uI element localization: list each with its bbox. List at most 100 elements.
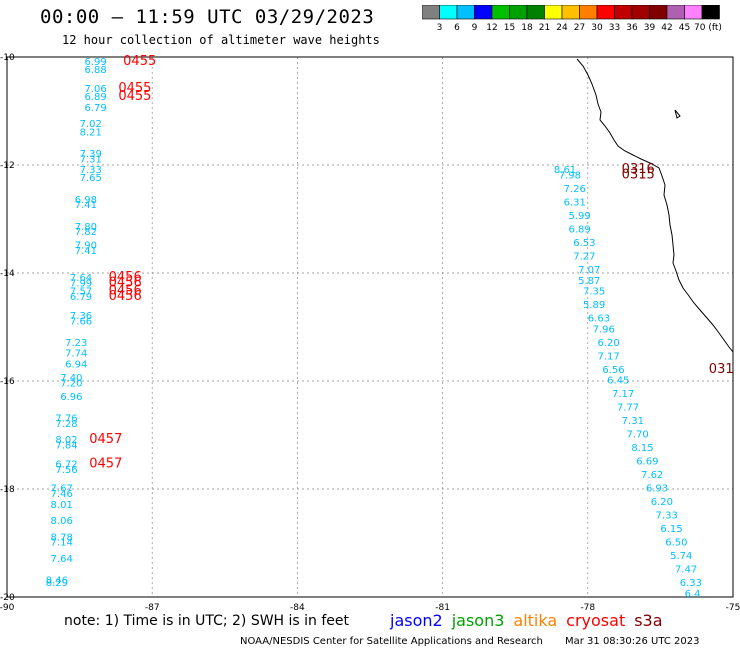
wave-height-label: 7.26: [564, 184, 586, 195]
pass-time-label: 0455: [118, 81, 151, 96]
x-tick-label: -87: [145, 603, 160, 613]
wave-height-label: 7.17: [612, 389, 634, 400]
wave-height-label: 6.4: [685, 589, 701, 600]
wave-height-label: 6.20: [651, 497, 673, 508]
color-scale-label: 24: [556, 23, 568, 33]
pass-time-label: 0457: [89, 456, 122, 471]
wave-height-label: 7.47: [675, 565, 697, 576]
x-tick-label: -81: [435, 603, 450, 613]
wave-height-label: 6.72: [55, 459, 77, 470]
wave-height-label: 6.53: [573, 238, 595, 249]
wave-height-label: 7.99: [70, 279, 92, 290]
wave-height-label: 6.89: [568, 225, 590, 236]
wave-height-label: 8.78: [51, 532, 73, 543]
wave-height-label: 7.17: [597, 351, 619, 362]
pass-time-label: 0456: [109, 289, 142, 304]
wave-height-label: 7.80: [75, 222, 97, 233]
wave-height-label: 8.02: [55, 435, 77, 446]
map-frame: [6, 56, 734, 598]
color-scale-label: 9: [472, 23, 478, 33]
wave-height-label: 6.33: [680, 578, 702, 589]
pass-time-label: 0456: [109, 270, 142, 285]
pass-time-label: 0455: [123, 54, 156, 69]
color-scale-label: 70 (ft): [694, 23, 722, 33]
color-scale-label: 36: [626, 23, 638, 33]
wave-height-label: 8.21: [80, 127, 102, 138]
wave-height-label: 7.67: [51, 484, 73, 495]
wave-height-label: 5.74: [670, 551, 692, 562]
wave-height-label: 7.06: [84, 84, 106, 95]
wave-height-label: 6.94: [65, 360, 87, 371]
wave-height-label: 6.99: [84, 57, 106, 68]
wave-height-label: 7.56: [55, 465, 77, 476]
color-scale-label: 42: [661, 23, 672, 33]
x-tick-label: -90: [0, 603, 15, 613]
wave-height-label: 7.35: [583, 287, 605, 298]
wave-height-label: 7.41: [75, 200, 97, 211]
legend-jason3: jason3: [451, 611, 505, 630]
wave-height-label: 6.56: [602, 365, 624, 376]
wave-height-label: 7.36: [70, 311, 92, 322]
pass-time-label: 0316: [622, 162, 655, 177]
wave-height-label: 7.20: [60, 378, 82, 389]
wave-height-map: -90 -87 -84 -81 -78 -75-10-12-14-16-18-206.99…: [0, 53, 740, 613]
wave-height-label: 7.31: [622, 416, 644, 427]
color-scale-label: 15: [504, 23, 515, 33]
wave-height-label: 7.57: [70, 287, 92, 298]
wave-height-label: 6.98: [75, 195, 97, 206]
wave-height-label: 8.61: [554, 165, 576, 176]
wave-height-label: 7.33: [656, 511, 678, 522]
color-scale-label: 27: [574, 23, 585, 33]
island: [674, 109, 681, 119]
page-title: 00:00 — 11:59 UTC 03/29/2023: [40, 6, 375, 28]
wave-height-label: 6.20: [597, 338, 619, 349]
x-tick-label: -84: [290, 603, 305, 613]
wave-height-label: 6.63: [588, 314, 610, 325]
pass-time-label: 0457: [89, 432, 122, 447]
footer-credit: NOAA/NESDIS Center for Satellite Applica…: [240, 636, 543, 647]
x-tick-label: -75: [726, 603, 740, 613]
wave-height-label: 7.90: [75, 241, 97, 252]
color-swatch: [701, 5, 720, 20]
wave-height-label: 5.87: [578, 276, 600, 287]
color-scale-label: 18: [521, 23, 533, 33]
note-text: note: 1) Time is in UTC; 2) SWH is in fe…: [64, 613, 350, 629]
wave-height-label: 7.76: [55, 414, 77, 425]
wave-height-label: 6.79: [70, 292, 92, 303]
legend-jason2: jason2: [390, 611, 443, 630]
wave-height-label: 7.84: [55, 441, 77, 452]
wave-height-label: 7.23: [65, 338, 87, 349]
y-tick-label: -20: [0, 593, 15, 603]
wave-height-label: 7.70: [627, 430, 649, 441]
wave-height-label: 7.27: [573, 252, 595, 263]
wave-height-label: 7.64: [70, 273, 92, 284]
wave-height-label: 8.29: [46, 578, 68, 589]
wave-height-label: 7.98: [559, 171, 581, 182]
color-scale-label: 3: [437, 23, 443, 33]
wave-height-label: 8.15: [631, 443, 653, 454]
legend-s3a: s3a: [634, 611, 663, 630]
wave-height-label: 8.01: [51, 500, 73, 511]
x-tick-label: -78: [580, 603, 595, 613]
color-scale-label: 33: [609, 23, 620, 33]
wave-height-label: 6.31: [564, 198, 586, 209]
wave-height-label: 5.99: [568, 211, 590, 222]
wave-height-label: 7.46: [51, 489, 73, 500]
color-scale-label: 30: [591, 23, 603, 33]
wave-height-label: 7.65: [80, 173, 102, 184]
wave-height-label: 7.64: [51, 554, 73, 565]
wave-height-label: 6.50: [665, 538, 687, 549]
wave-height-label: 7.77: [617, 403, 639, 414]
wave-height-label: 6.15: [660, 524, 682, 535]
wave-height-label: 6.69: [636, 457, 658, 468]
coastline: [576, 58, 734, 353]
page-subtitle: 12 hour collection of altimeter wave hei…: [62, 33, 380, 47]
wave-height-label: 5.89: [583, 300, 605, 311]
wave-height-label: 6.45: [607, 376, 629, 387]
color-scale-label: 45: [679, 23, 690, 33]
color-scale-label: 6: [454, 23, 460, 33]
pass-time-label: 0455: [118, 89, 151, 104]
pass-time-label: 0456: [109, 284, 142, 299]
footer-timestamp: Mar 31 08:30:26 UTC 2023: [565, 636, 700, 647]
wave-height-label: 7.14: [51, 538, 73, 549]
